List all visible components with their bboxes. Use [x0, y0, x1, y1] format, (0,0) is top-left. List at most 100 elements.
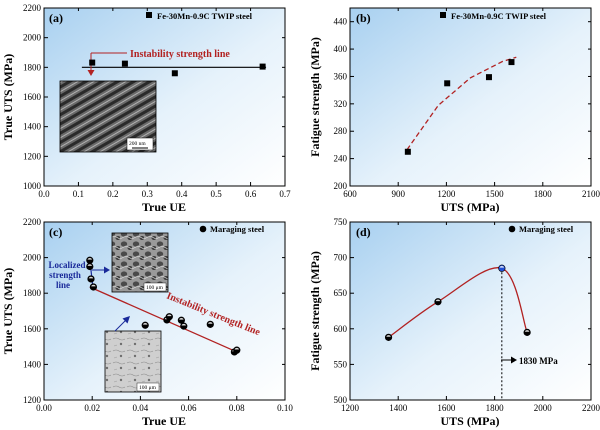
- legend-square-marker: [440, 12, 446, 18]
- x-tick-label: 0.06: [181, 403, 197, 413]
- data-point: [121, 60, 128, 67]
- y-tick-label: 1400: [23, 359, 42, 369]
- legend-circle-marker: [199, 225, 207, 233]
- point-highlight: [208, 322, 213, 324]
- data-point: [444, 80, 451, 87]
- y-tick-label: 2200: [23, 3, 42, 13]
- panel-c-legend: Maraging steel: [199, 224, 265, 234]
- y-tick-label: 240: [334, 154, 348, 164]
- panel-d: 1200 1400 1600 1800 2000 2200 500 550 600 650 700 7…: [308, 217, 600, 428]
- point-highlight: [88, 276, 94, 279]
- point-highlight: [143, 323, 148, 325]
- data-point: [404, 148, 411, 155]
- y-tick-label: 2000: [23, 253, 42, 263]
- panel-a-ticks: 0.0 0.1 0.2 0.3 0.4 0.5 0.6 0.7 1000 1200 1400 1600…: [23, 3, 291, 199]
- x-tick-label: 1800: [534, 189, 553, 199]
- panel-d-ticks: 1200 1400 1600 1800 2000 2200 500 550 600 650 700 7…: [334, 217, 600, 413]
- x-tick-label: 0.04: [133, 403, 149, 413]
- panel-d-legend: Maraging steel: [508, 224, 574, 234]
- y-tick-label: 550: [334, 359, 348, 369]
- panel-b-ylabel: Fatigue strength (MPa): [308, 37, 322, 157]
- panel-c: 0.00 0.02 0.04 0.06 0.08 0.10 1200 1400 1600 1800…: [1, 217, 293, 428]
- x-tick-label: 1400: [389, 403, 408, 413]
- panel-b-letter: (b): [356, 11, 371, 25]
- y-tick-label: 2200: [23, 217, 42, 227]
- point-highlight: [87, 264, 92, 266]
- dimple-micrograph-inset: 100 μm: [111, 232, 169, 293]
- x-tick-label: 1600: [437, 403, 456, 413]
- panel-a-legend: Fe-30Mn-0.9C TWIP steel: [146, 11, 253, 21]
- data-point: [384, 333, 393, 341]
- y-tick-label: 1000: [23, 181, 42, 191]
- data-point: [259, 63, 266, 70]
- peak-label: 1830 MPa: [519, 356, 558, 366]
- data-point: [206, 320, 214, 328]
- x-tick-label: 1500: [486, 189, 505, 199]
- flat-micrograph-inset: 100 μm: [104, 330, 162, 393]
- y-tick-label: 600: [334, 324, 348, 334]
- twip-micrograph-inset: 200 nm: [59, 80, 157, 153]
- data-point: [86, 262, 94, 271]
- data-point: [141, 321, 149, 329]
- data-point: [87, 275, 95, 283]
- x-tick-label: 0.3: [142, 189, 154, 199]
- data-point: [86, 256, 94, 264]
- point-highlight: [91, 284, 96, 287]
- x-tick-label: 900: [391, 189, 405, 199]
- data-point: [89, 59, 96, 66]
- panel-d-letter: (d): [356, 225, 371, 239]
- point-highlight: [87, 258, 92, 260]
- panel-b-legend: Fe-30Mn-0.9C TWIP steel: [440, 11, 547, 21]
- y-tick-label: 1400: [23, 122, 42, 132]
- panel-a-xlabel: True UE: [142, 200, 186, 214]
- x-tick-label: 1800: [486, 403, 505, 413]
- inset-pointer-arrows: [92, 266, 130, 332]
- panel-d-points: [384, 264, 531, 341]
- data-point: [165, 313, 173, 321]
- x-tick-label: 0.6: [245, 189, 257, 199]
- scale-bar-box: [126, 137, 154, 151]
- panel-d-plot-area: [349, 221, 592, 401]
- x-tick-label: 600: [343, 189, 357, 199]
- point-highlight: [179, 318, 184, 320]
- y-tick-label: 700: [334, 253, 348, 263]
- x-tick-label: 0.02: [84, 403, 100, 413]
- point-highlight: [499, 266, 505, 268]
- panel-d-xlabel: UTS (MPa): [441, 414, 500, 428]
- x-tick-label: 1200: [437, 189, 456, 199]
- panel-c-legend-label: Maraging steel: [210, 224, 265, 234]
- y-tick-label: 440: [334, 17, 348, 27]
- y-tick-label: 1200: [23, 151, 42, 161]
- scale-bar-label: 100 μm: [146, 285, 164, 291]
- data-point: [434, 298, 442, 306]
- peak-pointer: [501, 356, 517, 364]
- x-tick-label: 0.7: [279, 189, 291, 199]
- y-tick-label: 1800: [23, 288, 42, 298]
- panel-c-points: [86, 256, 241, 356]
- panel-b-plot-area: [349, 7, 592, 187]
- x-tick-label: 0.2: [107, 189, 118, 199]
- y-tick-label: 1600: [23, 92, 42, 102]
- panel-a: 0.0 0.1 0.2 0.3 0.4 0.5 0.6 0.7 1000 1200 1400 1600…: [1, 3, 291, 214]
- panel-b-xlabel: UTS (MPa): [441, 200, 500, 214]
- data-point: [485, 74, 492, 81]
- scale-bar-label: 200 nm: [129, 141, 146, 147]
- trend-curve: [406, 56, 517, 151]
- panel-d-ylabel: Fatigue strength (MPa): [308, 251, 322, 371]
- y-tick-label: 200: [334, 181, 348, 191]
- data-point: [171, 70, 178, 77]
- panel-a-points: [89, 59, 266, 77]
- x-tick-label: 2000: [534, 403, 553, 413]
- x-tick-label: 1200: [341, 403, 360, 413]
- panel-b-legend-label: Fe-30Mn-0.9C TWIP steel: [451, 11, 547, 21]
- data-point: [523, 328, 531, 336]
- point-highlight: [435, 299, 441, 302]
- panel-c-xlabel: True UE: [142, 414, 186, 428]
- panel-b: 600 900 1200 1500 1800 2100 200 240 280 320 360 400…: [308, 7, 600, 214]
- point-highlight: [524, 330, 530, 332]
- peak-data-point: [498, 264, 506, 272]
- legend-circle-marker: [508, 225, 516, 233]
- panel-c-ylabel: True UTS (MPa): [1, 268, 15, 354]
- data-point: [233, 346, 241, 354]
